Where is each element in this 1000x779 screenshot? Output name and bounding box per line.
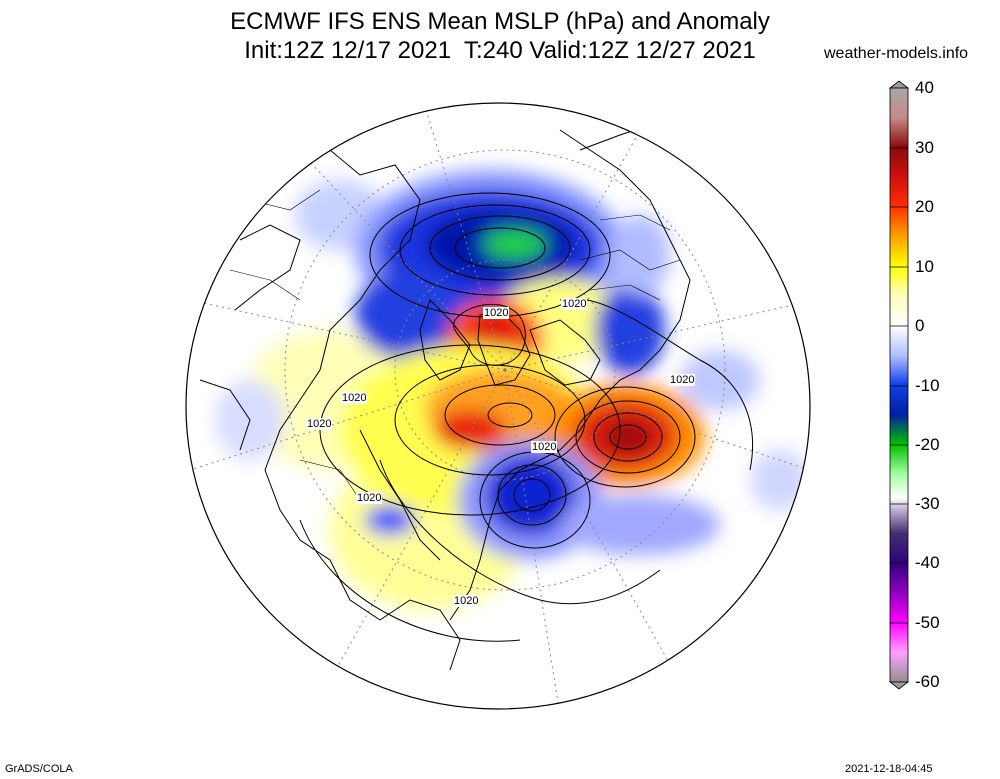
colorbar-tick-label: 20 bbox=[915, 197, 934, 216]
mslp-contours bbox=[299, 192, 754, 642]
contour-label: 1020 bbox=[561, 298, 588, 310]
contour-label: 1020 bbox=[669, 374, 696, 386]
colorbar-max-triangle bbox=[888, 80, 910, 89]
contour-label: 1020 bbox=[531, 441, 558, 453]
chart-title: ECMWF IFS ENS Mean MSLP (hPa) and Anomal… bbox=[230, 8, 770, 35]
colorbar-tick-label: -30 bbox=[915, 494, 940, 513]
map-border bbox=[185, 102, 811, 710]
colorbar-tick-label: 30 bbox=[915, 138, 934, 157]
colorbar-tick-label: -20 bbox=[915, 435, 940, 454]
colorbar bbox=[888, 80, 910, 690]
contour-label: 1020 bbox=[483, 307, 510, 319]
colorbar-tick-label: -50 bbox=[915, 613, 940, 632]
contour-label: 1020 bbox=[341, 392, 368, 404]
colorbar-min-triangle bbox=[888, 681, 910, 690]
footer-timestamp: 2021-12-18-04:45 bbox=[845, 763, 933, 775]
anomaly-field bbox=[215, 170, 810, 610]
colorbar-scale bbox=[889, 87, 909, 683]
colorbar-tick-label: -40 bbox=[915, 553, 940, 572]
contour-label: 1020 bbox=[453, 595, 480, 607]
footer-software-credit: GrADS/COLA bbox=[5, 763, 73, 775]
contour-label: 1020 bbox=[356, 492, 383, 504]
colorbar-tick-label: 0 bbox=[915, 316, 925, 335]
colorbar-tick-label: -60 bbox=[915, 672, 940, 691]
polar-map bbox=[186, 103, 810, 709]
colorbar-tick-label: -10 bbox=[915, 376, 940, 395]
colorbar-tick-label: 40 bbox=[915, 78, 934, 97]
chart-subtitle: Init:12Z 12/17 2021 T:240 Valid:12Z 12/2… bbox=[244, 37, 756, 64]
colorbar-tick-label: 10 bbox=[915, 257, 934, 276]
contour-label: 1020 bbox=[306, 418, 333, 430]
source-credit: weather-models.info bbox=[824, 45, 969, 62]
